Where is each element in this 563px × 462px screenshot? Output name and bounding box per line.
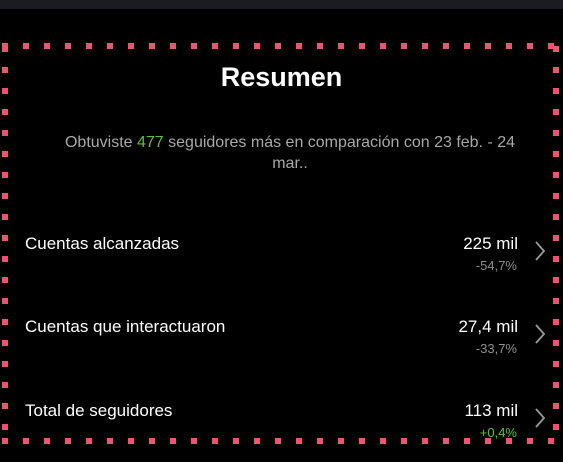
top-bar	[0, 0, 563, 9]
summary-text: seguidores más en comparación con 23 feb…	[163, 134, 516, 172]
metric-label: Cuentas que interactuaron	[25, 317, 226, 336]
metric-value: 225 mil	[463, 234, 518, 253]
chevron	[535, 241, 546, 261]
metric-change: -33,7%	[475, 341, 517, 356]
metric-value: 27,4 mil	[458, 317, 518, 336]
chevron	[535, 408, 546, 428]
chevron	[535, 324, 546, 344]
metric-change: +0,4%	[479, 425, 517, 440]
metric-label: Total de seguidores	[25, 401, 173, 420]
metric-row[interactable]: Cuentas alcanzadas 225 mil -54,7%	[0, 234, 563, 284]
summary-highlight: 477	[137, 134, 164, 151]
summary-text: Obtuviste	[64, 134, 137, 151]
metric-value: 113 mil	[464, 401, 518, 420]
summary: Obtuviste 477 seguidores más en comparac…	[50, 132, 530, 174]
metric-change: -54,7%	[475, 258, 517, 273]
metric-label: Cuentas alcanzadas	[25, 234, 180, 253]
title: Resumen	[220, 62, 343, 92]
metric-row[interactable]: Total de seguidores 113 mil +0,4%	[0, 401, 563, 451]
metric-row[interactable]: Cuentas que interactuaron 27,4 mil -33,7…	[0, 317, 563, 367]
